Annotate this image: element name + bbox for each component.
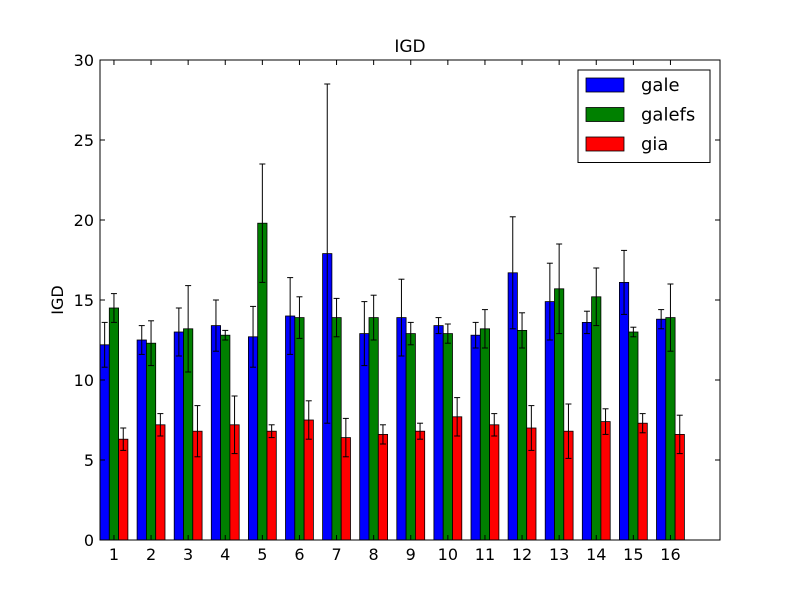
bar-gale-2 xyxy=(136,339,147,541)
bar-gia-15 xyxy=(637,422,648,541)
x-tick-label-11: 11 xyxy=(475,545,495,564)
bar-galefs-6 xyxy=(294,317,305,541)
x-tick-label-15: 15 xyxy=(623,545,643,564)
bar-gale-14 xyxy=(581,321,592,541)
x-tick-label-8: 8 xyxy=(369,545,379,564)
legend-label-galefs: galefs xyxy=(641,105,695,126)
legend: gale galefs gia xyxy=(577,69,711,163)
bar-gia-8 xyxy=(377,433,388,541)
legend-swatch-gia xyxy=(585,136,625,152)
y-tick-label-5: 5 xyxy=(84,451,94,470)
bar-gia-5 xyxy=(266,430,277,541)
bar-gale-10 xyxy=(433,325,444,541)
bar-gia-1 xyxy=(118,438,129,541)
legend-swatch-galefs xyxy=(585,107,625,122)
bar-gale-1 xyxy=(99,344,110,541)
bar-gale-16 xyxy=(656,318,667,541)
bar-galefs-9 xyxy=(405,333,416,541)
y-tick-label-10: 10 xyxy=(74,371,94,390)
legend-swatch-gale xyxy=(585,77,625,93)
x-tick-label-6: 6 xyxy=(294,545,304,564)
bar-gia-11 xyxy=(489,424,500,541)
y-tick-label-0: 0 xyxy=(84,531,94,550)
y-tick-label-25: 25 xyxy=(74,131,94,150)
bar-gia-2 xyxy=(155,424,166,541)
bar-gale-11 xyxy=(470,334,481,541)
bar-gale-4 xyxy=(210,325,222,541)
x-tick-label-3: 3 xyxy=(183,545,193,564)
x-tick-label-4: 4 xyxy=(220,545,230,564)
x-tick-label-16: 16 xyxy=(660,545,680,564)
x-tick-label-13: 13 xyxy=(549,545,569,564)
bar-gale-15 xyxy=(619,281,630,541)
legend-label-gale: gale xyxy=(641,75,680,96)
legend-label-gia: gia xyxy=(641,134,668,155)
bar-galefs-4 xyxy=(220,334,231,541)
chart-title: IGD xyxy=(394,37,425,57)
bar-galefs-1 xyxy=(108,307,120,541)
x-tick-label-10: 10 xyxy=(438,545,458,564)
y-axis-label: IGD xyxy=(48,285,67,314)
x-tick-label-7: 7 xyxy=(331,545,341,564)
errorbars-group xyxy=(101,83,683,459)
x-tick-label-14: 14 xyxy=(586,545,606,564)
bar-galefs-2 xyxy=(145,342,157,541)
y-tick-label-20: 20 xyxy=(74,211,94,230)
bar-galefs-7 xyxy=(331,317,342,541)
y-tick-label-15: 15 xyxy=(74,291,94,310)
bar-galefs-15 xyxy=(628,331,639,541)
bar-galefs-10 xyxy=(442,333,453,541)
x-tick-label-2: 2 xyxy=(146,545,156,564)
bar-gia-9 xyxy=(414,430,426,541)
plot-frame xyxy=(99,59,721,541)
bar-galefs-8 xyxy=(368,317,379,541)
x-tick-label-12: 12 xyxy=(512,545,532,564)
x-tick-label-5: 5 xyxy=(257,545,267,564)
bar-gia-14 xyxy=(600,421,611,541)
bar-galefs-12 xyxy=(517,329,528,541)
x-tick-label-9: 9 xyxy=(406,545,416,564)
y-tick-label-30: 30 xyxy=(74,51,94,70)
bar-galefs-11 xyxy=(479,328,490,541)
bar-gale-3 xyxy=(173,331,184,541)
x-tick-label-1: 1 xyxy=(109,545,119,564)
bar-galefs-14 xyxy=(591,296,602,541)
